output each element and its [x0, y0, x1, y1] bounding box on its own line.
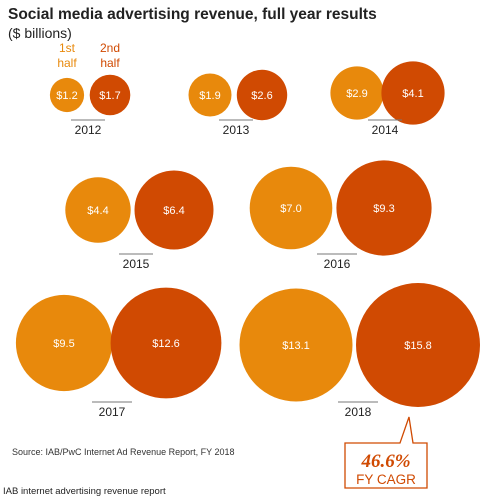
bubble-label-2012-second-half: $1.7	[99, 90, 120, 102]
bubble-label-2017-first-half: $9.5	[53, 338, 74, 350]
cagr-label: FY CAGR	[356, 472, 416, 487]
bubbles-group: $1.2 $1.7 2012 $1.9 $2.6 2013 $2.9 $4.1 2014 $4.4…	[15, 61, 480, 419]
year-label-2014: 2014	[372, 123, 399, 137]
bubble-label-2016-first-half: $7.0	[280, 203, 301, 215]
bubble-2017-first-half	[15, 294, 113, 392]
bubble-2014-first-half	[330, 66, 384, 120]
year-label-2017: 2017	[99, 405, 126, 419]
bubble-2012-second-half	[89, 74, 131, 116]
footer-text: IAB internet advertising revenue report	[3, 486, 166, 497]
cagr-callout-box	[344, 416, 428, 489]
bubble-label-2015-first-half: $4.4	[87, 205, 108, 217]
bubble-2012-first-half	[49, 77, 85, 113]
bubble-label-2018-second-half: $15.8	[404, 340, 432, 352]
bubble-label-2013-second-half: $2.6	[251, 90, 272, 102]
bubble-2015-second-half	[134, 170, 214, 250]
chart-subtitle: ($ billions)	[8, 25, 72, 41]
legend-first-half: 1st half	[57, 41, 77, 70]
year-label-2013: 2013	[223, 123, 250, 137]
bubble-label-2013-first-half: $1.9	[199, 90, 220, 102]
bubble-2015-first-half	[65, 177, 131, 243]
cagr-callout: 46.6% FY CAGR	[344, 416, 428, 489]
bubble-label-2016-second-half: $9.3	[373, 203, 394, 215]
legend: 1st half 2nd half	[57, 41, 120, 70]
chart-title: Social media advertising revenue, full y…	[8, 6, 377, 23]
bubble-2016-first-half	[249, 166, 333, 250]
cagr-value: 46.6%	[360, 451, 410, 472]
bubble-2013-second-half	[236, 69, 288, 121]
legend-second-half: 2nd half	[100, 41, 120, 70]
year-label-2016: 2016	[324, 257, 351, 271]
bubble-label-2015-second-half: $6.4	[163, 205, 184, 217]
bubble-label-2012-first-half: $1.2	[56, 90, 77, 102]
bubble-2014-second-half	[381, 61, 445, 125]
bubble-label-2017-second-half: $12.6	[152, 338, 180, 350]
bubble-2013-first-half	[188, 73, 232, 117]
year-label-2012: 2012	[75, 123, 102, 137]
bubble-2017-second-half	[110, 287, 222, 399]
bubble-2016-second-half	[336, 160, 432, 256]
bubble-label-2018-first-half: $13.1	[282, 340, 310, 352]
year-label-2018: 2018	[345, 405, 372, 419]
year-label-2015: 2015	[123, 257, 150, 271]
bubble-label-2014-first-half: $2.9	[346, 88, 367, 100]
bubble-label-2014-second-half: $4.1	[402, 88, 423, 100]
source-note: Source: IAB/PwC Internet Ad Revenue Repo…	[12, 447, 234, 457]
bubble-2018-first-half	[239, 288, 353, 402]
bubble-2018-second-half	[356, 283, 480, 407]
